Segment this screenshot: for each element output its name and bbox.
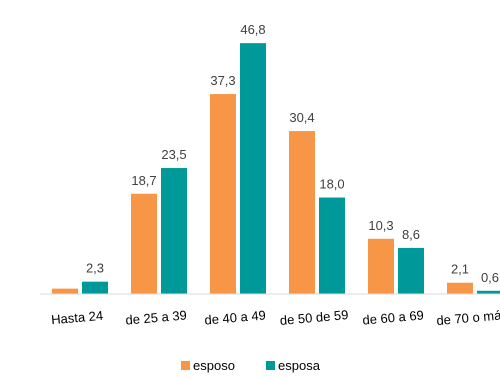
legend-label-esposa: esposa [278,358,321,373]
category-label-4: de 60 a 69 [362,307,425,327]
value-label-esposa-3: 18,0 [319,177,344,192]
category-label-2: de 40 a 49 [204,307,267,327]
bar-esposa-5 [477,290,500,294]
value-label-esposo-1: 18,7 [131,173,156,188]
bar-esposo-0 [52,288,78,294]
bar-esposa-1 [161,168,187,294]
category-label-5: de 70 o más [436,307,500,328]
value-label-esposo-3: 30,4 [289,110,314,125]
category-labels-layer: Hasta 24 de 25 a 39 de 40 a 49 de 50 de 59 d… [51,307,500,328]
value-labels-layer: 2,3 18,7 23,5 37,3 46,8 30,4 18,0 10,3 8,6 2,1 0,6 [86,22,499,285]
category-label-1: de 25 a 39 [125,307,188,327]
legend-swatch-esposa [266,361,275,370]
bar-esposo-3 [289,131,315,294]
legend-label-esposo: esposo [193,358,235,373]
bar-esposa-3 [319,197,345,294]
value-label-esposa-1: 23,5 [161,147,186,162]
bar-esposa-4 [398,247,424,294]
legend: esposo esposa [181,358,321,373]
bars-layer [52,43,500,295]
value-label-esposa-2: 46,8 [240,22,265,37]
bar-esposo-4 [368,238,394,294]
category-label-3: de 50 de 59 [279,307,349,328]
bar-esposo-2 [210,94,236,295]
value-label-esposa-5: 0,6 [481,270,499,285]
value-label-esposa-4: 8,6 [402,227,420,242]
bar-esposa-2 [240,43,266,294]
bar-esposo-1 [131,193,157,294]
category-label-0: Hasta 24 [51,308,104,327]
value-label-esposo-4: 10,3 [368,218,393,233]
legend-swatch-esposo [181,361,190,370]
value-label-esposo-5: 2,1 [451,262,469,277]
bar-esposa-0 [82,281,108,294]
bar-esposo-5 [447,282,473,294]
value-label-esposa-0: 2,3 [86,261,104,276]
value-label-esposo-2: 37,3 [210,73,235,88]
